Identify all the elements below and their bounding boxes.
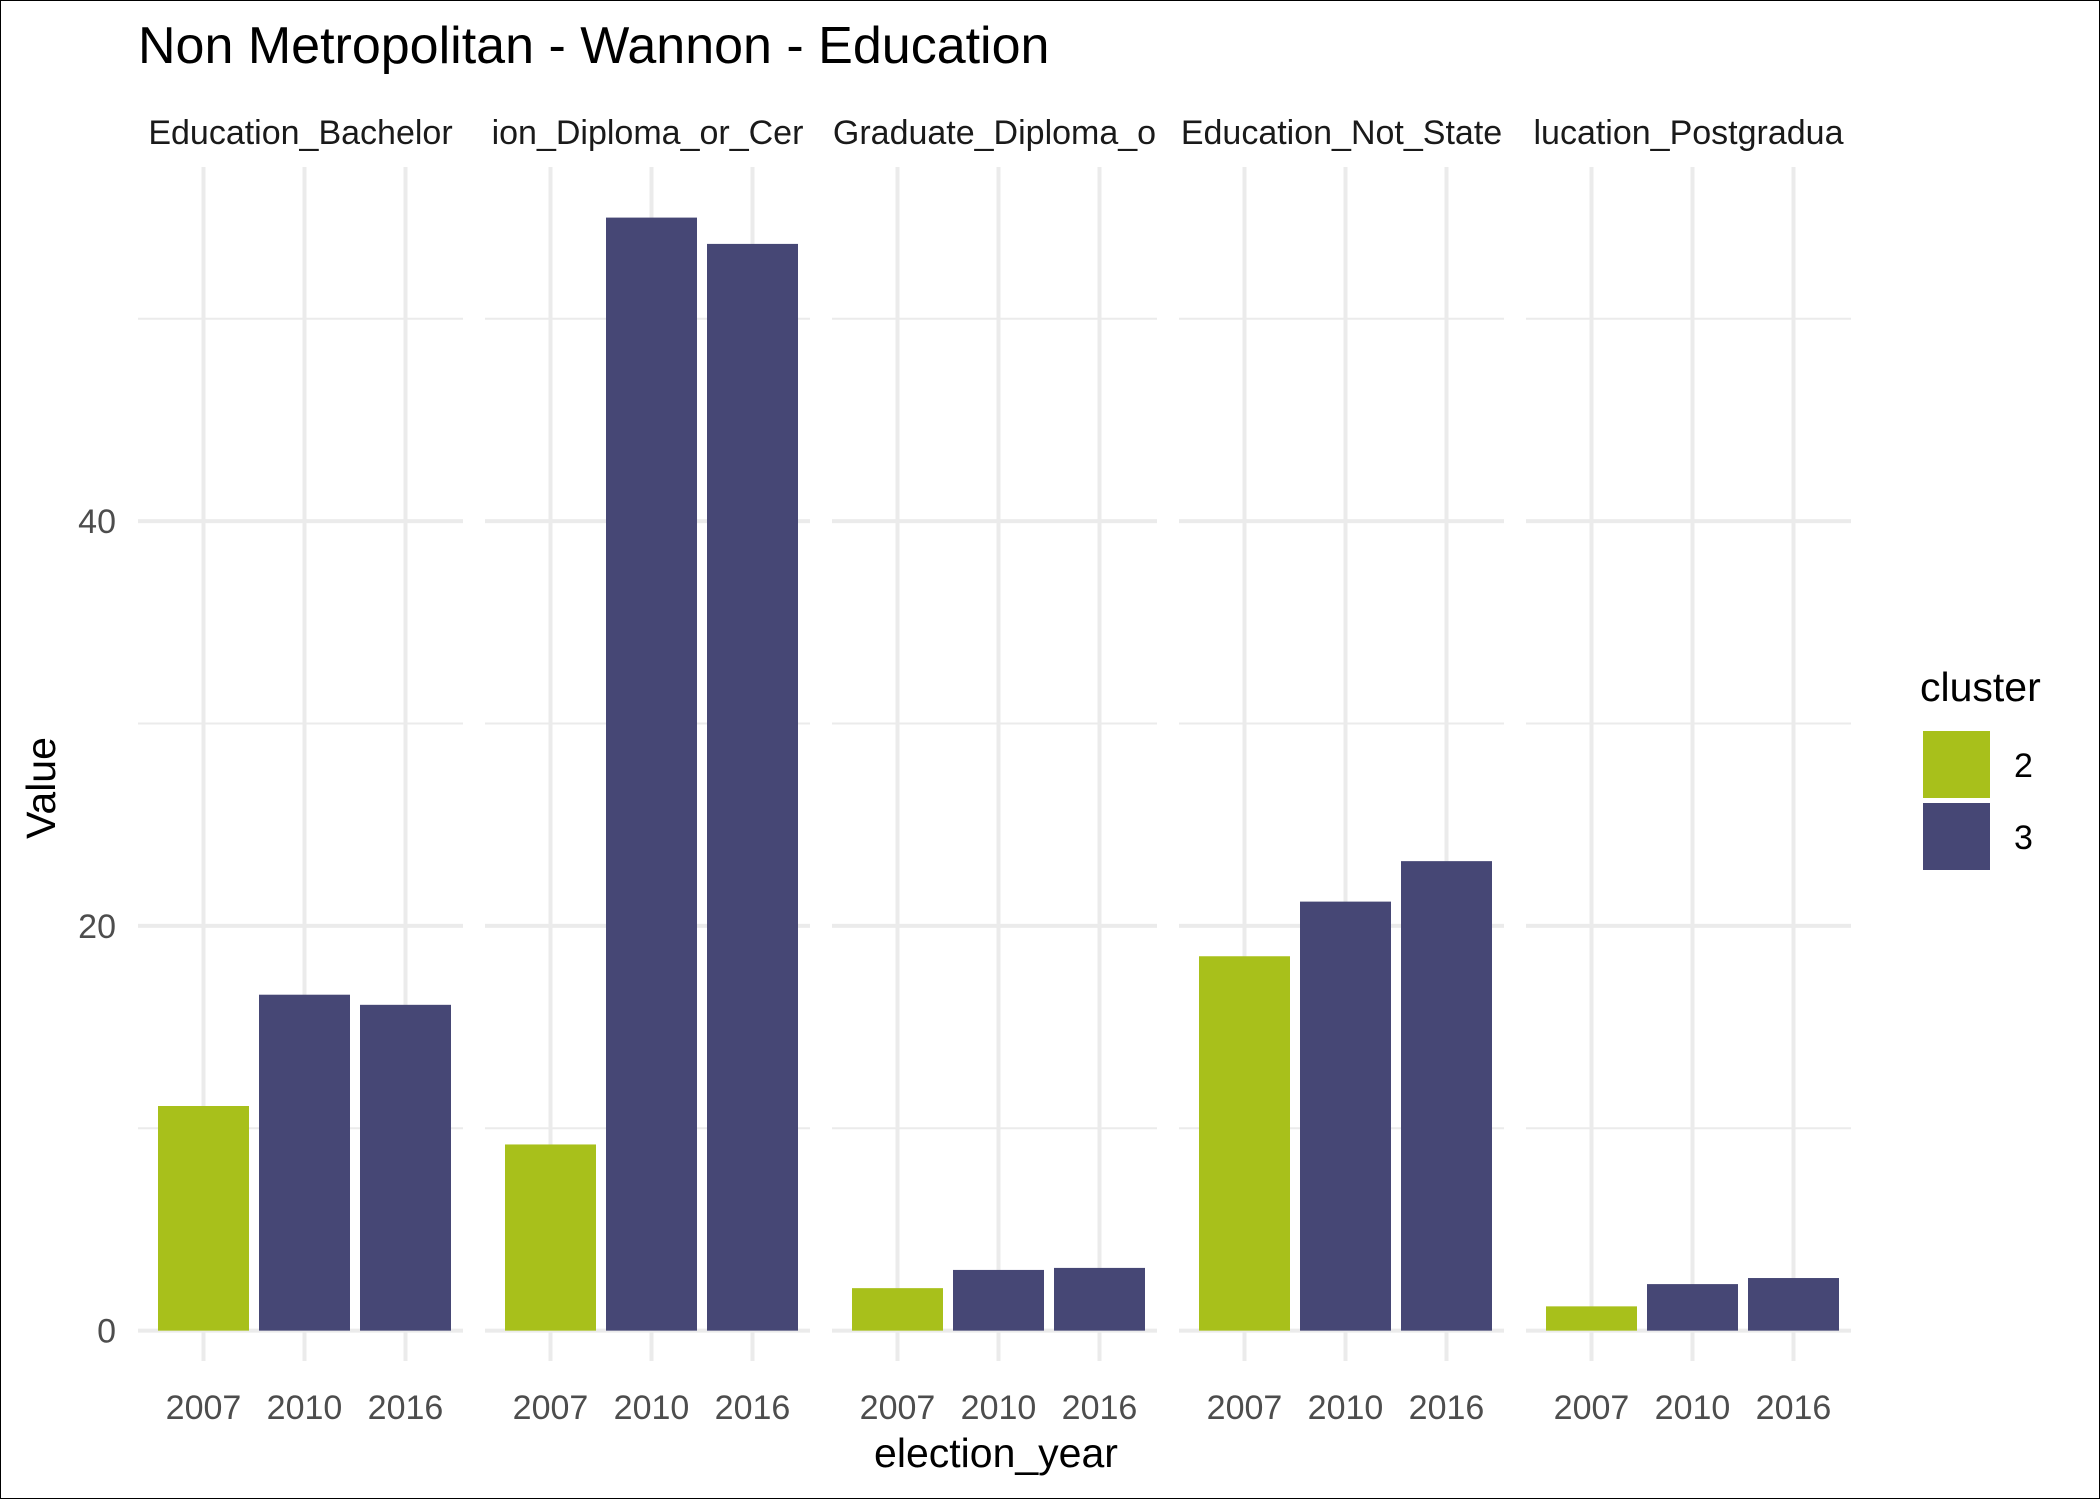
x-tick-label: 2016 bbox=[1409, 1389, 1485, 1427]
legend-title: cluster bbox=[1920, 664, 2041, 710]
bar-0-2007 bbox=[158, 1106, 249, 1331]
facet-strip-label: ion_Diploma_or_Cer bbox=[492, 114, 804, 152]
bar-0-2016 bbox=[360, 1004, 451, 1331]
x-tick-label: 2007 bbox=[166, 1389, 242, 1427]
y-tick-label: 0 bbox=[97, 1313, 116, 1351]
x-axis-ticks: 2007 2010 2016 2007 2010 2016 2007 2010 2016 2007… bbox=[166, 1389, 1832, 1427]
bar-2-2007 bbox=[852, 1288, 943, 1331]
x-tick-label: 2010 bbox=[1308, 1389, 1384, 1427]
y-axis-title: Value bbox=[18, 737, 64, 839]
facet-strip-label: Education_Not_State bbox=[1181, 114, 1502, 152]
bar-4-2007 bbox=[1546, 1306, 1637, 1331]
legend: cluster 2 3 bbox=[1920, 664, 2041, 870]
bar-1-2010 bbox=[606, 217, 697, 1331]
legend-label-2: 2 bbox=[2014, 747, 2033, 785]
x-tick-label: 2016 bbox=[1756, 1389, 1832, 1427]
x-tick-label: 2016 bbox=[368, 1389, 444, 1427]
bar-2-2010 bbox=[953, 1269, 1044, 1331]
x-tick-label: 2007 bbox=[860, 1389, 936, 1427]
bar-3-2007 bbox=[1199, 956, 1290, 1331]
facet-strip-label: lucation_Postgradua bbox=[1533, 114, 1843, 152]
facet-strip-label: Education_Bachelor bbox=[148, 114, 452, 152]
bar-3-2010 bbox=[1300, 901, 1391, 1331]
y-axis-ticks: 0 20 40 bbox=[78, 503, 116, 1350]
chart-title: Non Metropolitan - Wannon - Education bbox=[138, 17, 1049, 75]
bar-1-2016 bbox=[707, 243, 798, 1331]
x-tick-label: 2010 bbox=[1655, 1389, 1731, 1427]
x-tick-label: 2010 bbox=[267, 1389, 343, 1427]
x-tick-label: 2007 bbox=[1207, 1389, 1283, 1427]
x-tick-label: 2007 bbox=[1554, 1389, 1630, 1427]
bar-4-2016 bbox=[1748, 1278, 1839, 1331]
x-tick-label: 2010 bbox=[961, 1389, 1037, 1427]
bars bbox=[158, 217, 1839, 1331]
bar-0-2010 bbox=[259, 994, 350, 1331]
y-tick-label: 40 bbox=[78, 503, 116, 541]
x-tick-label: 2016 bbox=[715, 1389, 791, 1427]
legend-key-3 bbox=[1923, 803, 1990, 870]
x-axis-title: election_year bbox=[874, 1430, 1118, 1476]
x-tick-label: 2010 bbox=[614, 1389, 690, 1427]
bar-2-2016 bbox=[1054, 1267, 1145, 1331]
facet-strip-label: Graduate_Diploma_o bbox=[833, 114, 1156, 152]
facet-strips: Education_Bachelor ion_Diploma_or_Cer Grad… bbox=[148, 114, 1843, 152]
y-tick-label: 20 bbox=[78, 908, 116, 946]
x-tick-label: 2007 bbox=[513, 1389, 589, 1427]
legend-label-3: 3 bbox=[2014, 819, 2033, 857]
x-tick-label: 2016 bbox=[1062, 1389, 1138, 1427]
legend-key-2 bbox=[1923, 731, 1990, 798]
bar-3-2016 bbox=[1401, 861, 1492, 1331]
bar-1-2007 bbox=[505, 1144, 596, 1331]
bar-4-2010 bbox=[1647, 1284, 1738, 1331]
